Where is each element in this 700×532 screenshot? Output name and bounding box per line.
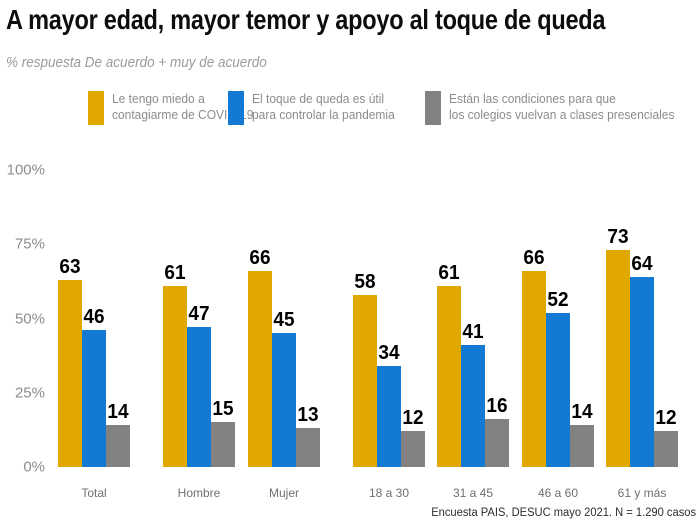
- bar-value-label: 73: [607, 226, 629, 248]
- bar-value-label: 66: [523, 247, 545, 269]
- bar: [353, 295, 377, 467]
- bar: [296, 428, 320, 467]
- bar-value-label: 14: [107, 401, 129, 423]
- bar: [630, 277, 654, 467]
- bar: [248, 271, 272, 467]
- bar: [377, 366, 401, 467]
- y-axis-tick: 50%: [14, 310, 45, 327]
- y-axis-tick: 25%: [14, 384, 45, 402]
- bar: [82, 330, 106, 467]
- legend-item: El toque de queda es útil para controlar …: [228, 91, 401, 125]
- bar: [546, 313, 570, 467]
- bar-value-label: 15: [212, 398, 234, 420]
- bar-value-label: 58: [354, 271, 376, 293]
- bar: [522, 271, 546, 467]
- legend-label: Están las condiciones para que los colegi…: [449, 92, 675, 122]
- bar: [461, 345, 485, 467]
- x-axis-category-label: Mujer: [268, 486, 299, 500]
- y-axis-tick: 75%: [14, 235, 45, 253]
- legend-swatch: [88, 91, 104, 125]
- page-title: A mayor edad, mayor temor y apoyo al toq…: [6, 4, 606, 35]
- bar: [437, 286, 461, 467]
- x-axis-category-label: Hombre: [177, 486, 221, 500]
- bar: [211, 422, 235, 467]
- bar: [485, 419, 509, 467]
- bar: [163, 286, 187, 467]
- bar: [401, 431, 425, 467]
- bar-value-label: 63: [59, 256, 81, 278]
- bar-value-label: 12: [402, 407, 424, 429]
- bar-value-label: 34: [378, 342, 400, 364]
- x-axis-category-label: 31 a 45: [452, 486, 494, 500]
- x-axis-category-label: 46 a 60: [537, 486, 579, 500]
- bar-value-label: 61: [164, 262, 186, 284]
- x-axis-category-label: 18 a 30: [368, 486, 410, 500]
- bar-value-label: 41: [462, 321, 484, 343]
- bar-value-label: 14: [571, 401, 593, 423]
- bar-value-label: 46: [83, 306, 105, 328]
- chart-subtitle: % respuesta De acuerdo + muy de acuerdo: [6, 54, 267, 71]
- source-note: Encuesta PAIS, DESUC mayo 2021. N = 1.29…: [431, 507, 696, 519]
- bar-value-label: 16: [486, 395, 508, 417]
- legend-swatch: [228, 91, 244, 125]
- legend-swatch: [425, 91, 441, 125]
- legend-item: Le tengo miedo a contagiarme de COVID-19: [88, 91, 259, 125]
- x-axis-category-label: Total: [81, 486, 107, 500]
- bar: [187, 327, 211, 467]
- bar-value-label: 64: [631, 253, 653, 275]
- x-axis-category-label: 61 y más: [617, 486, 667, 500]
- bar-value-label: 66: [249, 247, 271, 269]
- legend-item: Están las condiciones para que los colegi…: [425, 91, 684, 125]
- y-axis-tick: 0%: [23, 458, 45, 476]
- legend-label: Le tengo miedo a contagiarme de COVID-19: [112, 92, 254, 122]
- bar-value-label: 13: [297, 404, 319, 426]
- bar-value-label: 47: [188, 303, 210, 325]
- bar-value-label: 52: [547, 289, 569, 311]
- bar: [106, 425, 130, 467]
- bar-value-label: 61: [438, 262, 460, 284]
- bar: [654, 431, 678, 467]
- bar: [272, 333, 296, 467]
- bar: [570, 425, 594, 467]
- y-axis-tick: 100%: [6, 161, 45, 179]
- bar: [58, 280, 82, 467]
- bar: [606, 250, 630, 467]
- bar-value-label: 45: [273, 309, 295, 331]
- bar-value-label: 12: [655, 407, 677, 429]
- legend-label: El toque de queda es útil para controlar …: [252, 92, 395, 122]
